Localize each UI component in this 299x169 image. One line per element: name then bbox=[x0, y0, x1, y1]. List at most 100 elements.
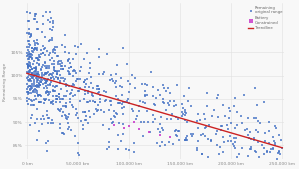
Remaining
original range bbox=[29, 32, 33, 35]
Remaining
original range bbox=[32, 83, 36, 86]
Remaining
original range bbox=[25, 71, 30, 74]
Remaining
original range bbox=[64, 117, 68, 119]
Remaining
original range bbox=[252, 137, 257, 140]
Remaining
original range bbox=[53, 69, 58, 72]
Remaining
original range bbox=[117, 122, 121, 125]
Remaining
original range bbox=[116, 101, 121, 104]
Remaining
original range bbox=[184, 137, 188, 140]
Remaining
original range bbox=[49, 76, 54, 79]
Remaining
original range bbox=[157, 144, 162, 147]
Remaining
original range bbox=[60, 105, 65, 108]
Remaining
original range bbox=[143, 95, 147, 98]
Remaining
original range bbox=[32, 91, 37, 93]
Remaining
original range bbox=[67, 67, 71, 70]
Remaining
original range bbox=[133, 117, 138, 120]
Remaining
original range bbox=[153, 117, 158, 120]
Remaining
original range bbox=[271, 148, 276, 150]
Remaining
original range bbox=[60, 132, 65, 134]
Remaining
original range bbox=[77, 153, 81, 156]
Remaining
original range bbox=[34, 20, 39, 23]
Remaining
original range bbox=[36, 42, 40, 45]
Remaining
original range bbox=[54, 98, 59, 101]
Remaining
original range bbox=[27, 28, 31, 30]
Remaining
original range bbox=[126, 80, 131, 83]
Remaining
original range bbox=[202, 134, 207, 137]
Remaining
original range bbox=[55, 97, 60, 100]
Remaining
original range bbox=[227, 110, 232, 112]
Remaining
original range bbox=[163, 109, 168, 112]
Remaining
original range bbox=[53, 90, 58, 93]
Remaining
original range bbox=[34, 89, 39, 92]
Remaining
original range bbox=[251, 139, 256, 142]
Remaining
original range bbox=[45, 18, 50, 21]
Battery
Constrained bbox=[132, 121, 137, 124]
Remaining
original range bbox=[153, 104, 158, 107]
Remaining
original range bbox=[26, 66, 31, 68]
Remaining
original range bbox=[34, 42, 39, 44]
Remaining
original range bbox=[247, 131, 252, 133]
Remaining
original range bbox=[216, 115, 220, 118]
Remaining
original range bbox=[206, 138, 210, 141]
Remaining
original range bbox=[49, 72, 54, 75]
Remaining
original range bbox=[31, 51, 36, 54]
Remaining
original range bbox=[50, 21, 55, 24]
Remaining
original range bbox=[171, 99, 176, 102]
Remaining
original range bbox=[42, 78, 47, 81]
Remaining
original range bbox=[43, 79, 48, 82]
Remaining
original range bbox=[185, 135, 190, 138]
Remaining
original range bbox=[29, 98, 33, 101]
Remaining
original range bbox=[34, 56, 39, 59]
Remaining
original range bbox=[177, 129, 181, 132]
Remaining
original range bbox=[34, 81, 39, 83]
Remaining
original range bbox=[194, 120, 199, 122]
Remaining
original range bbox=[226, 117, 231, 120]
Remaining
original range bbox=[183, 113, 188, 116]
Remaining
original range bbox=[176, 129, 181, 132]
Remaining
original range bbox=[46, 54, 51, 57]
Remaining
original range bbox=[34, 84, 39, 87]
Remaining
original range bbox=[120, 107, 125, 110]
Remaining
original range bbox=[37, 54, 42, 56]
Remaining
original range bbox=[95, 84, 100, 87]
Remaining
original range bbox=[182, 119, 187, 121]
Remaining
original range bbox=[52, 63, 57, 65]
Remaining
original range bbox=[70, 58, 75, 61]
Battery
Constrained bbox=[147, 131, 152, 134]
Remaining
original range bbox=[55, 73, 60, 75]
Remaining
original range bbox=[100, 72, 105, 75]
Remaining
original range bbox=[36, 59, 40, 62]
Remaining
original range bbox=[66, 116, 71, 118]
Remaining
original range bbox=[226, 128, 231, 130]
Remaining
original range bbox=[30, 50, 35, 53]
Remaining
original range bbox=[63, 115, 68, 118]
Remaining
original range bbox=[168, 100, 173, 103]
Remaining
original range bbox=[44, 90, 49, 92]
Remaining
original range bbox=[34, 28, 39, 31]
Remaining
original range bbox=[32, 72, 36, 75]
Remaining
original range bbox=[68, 101, 72, 104]
Remaining
original range bbox=[40, 74, 45, 77]
Remaining
original range bbox=[174, 135, 179, 137]
Remaining
original range bbox=[113, 115, 118, 118]
Remaining
original range bbox=[96, 73, 101, 75]
Remaining
original range bbox=[60, 132, 65, 134]
Remaining
original range bbox=[88, 61, 92, 64]
Remaining
original range bbox=[56, 69, 61, 72]
Remaining
original range bbox=[155, 128, 160, 130]
Remaining
original range bbox=[72, 45, 77, 47]
Remaining
original range bbox=[39, 68, 44, 70]
Remaining
original range bbox=[113, 79, 118, 82]
Remaining
original range bbox=[33, 74, 38, 77]
Remaining
original range bbox=[48, 90, 53, 93]
Remaining
original range bbox=[131, 150, 136, 153]
Remaining
original range bbox=[33, 77, 38, 80]
Remaining
original range bbox=[25, 88, 30, 91]
Remaining
original range bbox=[167, 92, 172, 95]
Remaining
original range bbox=[190, 135, 194, 138]
Remaining
original range bbox=[47, 38, 52, 41]
Remaining
original range bbox=[221, 136, 226, 139]
Remaining
original range bbox=[143, 94, 148, 97]
Remaining
original range bbox=[56, 93, 61, 95]
Remaining
original range bbox=[48, 102, 53, 105]
Remaining
original range bbox=[42, 78, 47, 80]
